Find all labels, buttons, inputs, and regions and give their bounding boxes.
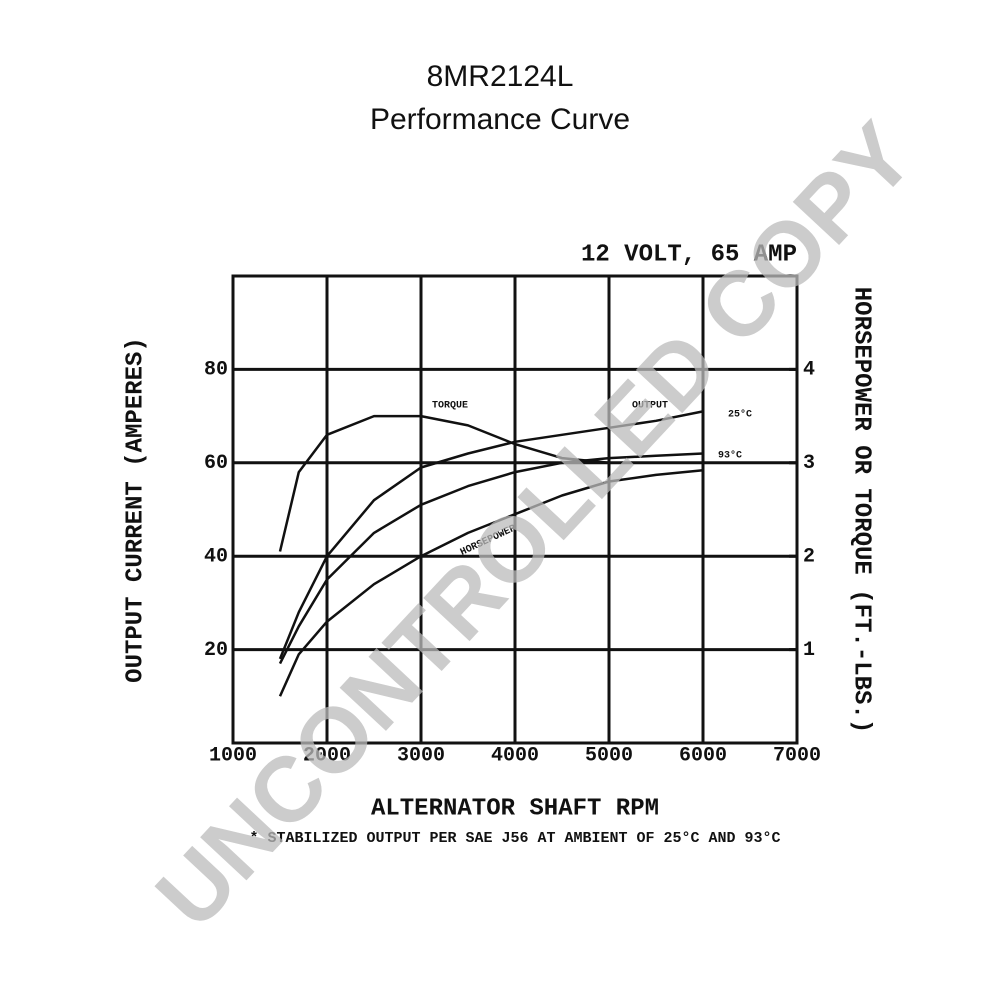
series-line: [278, 469, 704, 697]
y2-tick-label: 3: [803, 452, 815, 475]
footnote: * STABILIZED OUTPUT PER SAE J56 AT AMBIE…: [249, 830, 780, 847]
y-tick-label: 40: [204, 545, 228, 568]
x-tick-label: 5000: [585, 744, 633, 767]
y2-tick-label: 1: [803, 639, 815, 662]
plot-frame: [231, 274, 799, 745]
y2-tick-label: 4: [803, 359, 815, 382]
x-tick-label: 7000: [773, 744, 821, 767]
series-label: 25°C: [728, 409, 752, 421]
chart-subtitle: Performance Curve: [370, 103, 630, 136]
x-tick-label: 3000: [397, 744, 445, 767]
x-tick-label: 1000: [209, 744, 257, 767]
x-tick-label: 4000: [491, 744, 539, 767]
x-axis-label: ALTERNATOR SHAFT RPM: [371, 795, 659, 822]
series-line: [278, 410, 704, 660]
series-line: [278, 414, 703, 552]
y2-axis-label: HORSEPOWER OR TORQUE (FT.-LBS.): [848, 287, 875, 733]
series-label: TORQUE: [432, 401, 468, 412]
y-tick-label: 60: [204, 452, 228, 475]
y-tick-label: 80: [204, 359, 228, 382]
rating-label: 12 VOLT, 65 AMP: [581, 241, 797, 268]
y-tick-label: 20: [204, 639, 228, 662]
series-label: 93°C: [718, 450, 742, 462]
y-axis-label: OUTPUT CURRENT (AMPERES): [122, 337, 149, 683]
x-tick-label: 2000: [303, 744, 351, 767]
annotation: OUTPUT: [632, 401, 668, 412]
y2-tick-label: 2: [803, 545, 815, 568]
x-tick-label: 6000: [679, 744, 727, 767]
series-line: [278, 452, 704, 665]
chart-title: 8MR2124L: [427, 60, 574, 93]
